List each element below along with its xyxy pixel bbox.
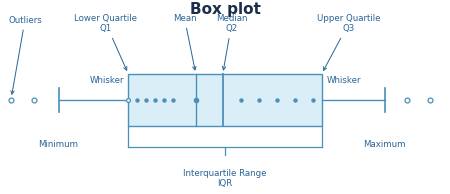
- Text: Whisker: Whisker: [326, 76, 361, 85]
- Text: Interquartile Range
IQR: Interquartile Range IQR: [183, 169, 267, 188]
- Text: Outliers: Outliers: [8, 16, 42, 94]
- Text: Median
Q2: Median Q2: [216, 14, 248, 70]
- Text: Maximum: Maximum: [364, 140, 406, 149]
- Text: Box plot: Box plot: [189, 2, 261, 17]
- Text: Lower Quartile
Q1: Lower Quartile Q1: [74, 14, 137, 70]
- Bar: [128, 74, 322, 126]
- Text: Mean: Mean: [173, 14, 196, 70]
- Text: Minimum: Minimum: [39, 140, 78, 149]
- Text: Whisker: Whisker: [89, 76, 124, 85]
- Text: Upper Quartile
Q3: Upper Quartile Q3: [317, 14, 381, 70]
